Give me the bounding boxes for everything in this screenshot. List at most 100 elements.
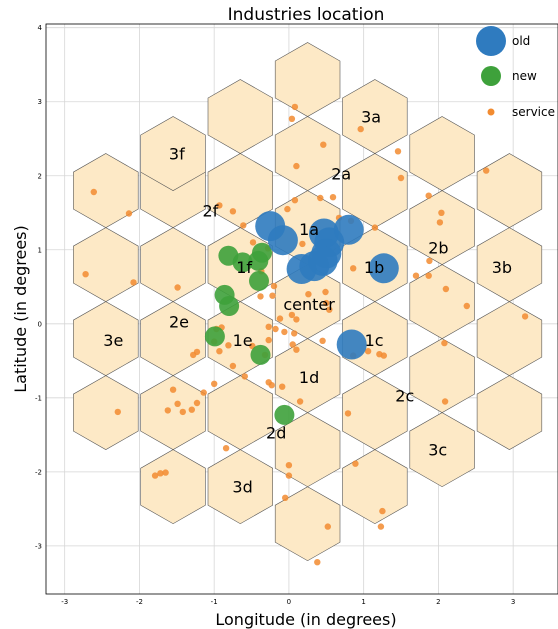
service-point	[125, 210, 133, 217]
y-tick-label: 0	[38, 320, 42, 328]
hexagon-grid	[73, 42, 543, 562]
new-points	[204, 242, 295, 425]
hexagon-region	[207, 79, 274, 154]
region-label: 1d	[299, 368, 319, 387]
plot-frame	[45, 23, 558, 595]
service-point	[240, 222, 247, 229]
service-point	[438, 209, 445, 216]
service-point	[257, 293, 264, 300]
hexagon-region	[476, 301, 543, 376]
y-tick-label: 2	[38, 172, 42, 180]
hexagon-region	[409, 116, 475, 191]
service-point	[296, 398, 304, 405]
chart-title: Industries location	[228, 5, 385, 25]
region-label: 1b	[364, 258, 384, 277]
service-point	[130, 279, 137, 286]
hexagon-region	[342, 449, 408, 525]
x-tick-label: 1	[361, 598, 365, 606]
service-point	[412, 272, 420, 279]
y-axis-label: Latitude (in degrees)	[11, 225, 30, 393]
service-point	[229, 362, 237, 370]
service-point	[293, 162, 300, 170]
y-tick-label: -2	[35, 468, 42, 476]
service-point	[299, 240, 306, 248]
service-point	[265, 323, 272, 330]
service-point	[322, 288, 329, 296]
hexagon-region	[73, 153, 139, 228]
x-tick-label: -3	[61, 598, 68, 606]
service-point	[284, 205, 291, 213]
service-point	[82, 271, 89, 278]
service-point	[265, 336, 272, 344]
axis-ticks: -3 -2 -1 0 1 2 3 -3 -2 -1 0 1 2 3 4	[35, 24, 515, 606]
new-point	[248, 250, 269, 271]
service-point	[371, 224, 379, 231]
old-point	[267, 225, 298, 256]
service-point	[114, 408, 122, 416]
service-point	[222, 445, 230, 452]
service-point	[344, 410, 352, 417]
service-point	[291, 103, 299, 111]
hexagon-region	[73, 375, 139, 450]
y-tick-label: 3	[38, 98, 42, 106]
service-point	[380, 352, 387, 359]
region-label: 2f	[202, 202, 218, 221]
hexagon-region	[140, 116, 206, 191]
region-label: 3c	[428, 441, 447, 460]
service-point	[157, 470, 164, 477]
y-tick-label: -1	[35, 394, 42, 402]
region-label: 3b	[492, 258, 512, 277]
service-point	[463, 302, 470, 310]
service-point	[425, 272, 432, 279]
service-point	[323, 299, 330, 307]
hexagon-region	[409, 264, 475, 339]
service-point	[293, 346, 300, 353]
service-point	[320, 141, 327, 148]
service-point	[193, 399, 201, 407]
service-point	[483, 167, 490, 174]
service-point	[285, 472, 293, 479]
service-point	[425, 192, 432, 199]
service-point	[169, 386, 177, 393]
service-point	[326, 306, 333, 313]
service-point	[174, 400, 181, 407]
legend-marker-new	[481, 66, 501, 86]
hexagon-region	[207, 153, 274, 228]
service-point	[288, 115, 296, 123]
new-point	[250, 344, 271, 365]
hexagon-region	[476, 375, 543, 450]
service-point	[436, 219, 444, 226]
service-point	[379, 507, 386, 515]
region-label: 1a	[299, 220, 319, 239]
service-point	[276, 315, 284, 322]
service-point	[364, 348, 372, 355]
hexagon-region	[73, 227, 139, 302]
service-point	[241, 373, 248, 380]
hexagon-region	[274, 486, 341, 562]
region-labels: 3a 3f 2a 2f 1a 2b 3b 1f 1b center 2e 3e 1e 1c 1d 2c 2d 3c…	[103, 108, 512, 497]
new-point	[274, 404, 295, 425]
hexagon-region	[409, 412, 475, 488]
legend-marker-old	[476, 26, 506, 56]
new-point	[204, 326, 225, 347]
hexagon-region	[207, 375, 274, 450]
new-point	[232, 252, 253, 273]
service-point	[329, 194, 337, 201]
service-point	[229, 208, 237, 215]
service-point	[174, 284, 181, 291]
region-label: 1c	[365, 331, 384, 350]
region-label: 2e	[169, 313, 189, 332]
service-point	[279, 383, 286, 390]
region-label: 1e	[233, 331, 253, 350]
old-points	[255, 211, 399, 360]
service-point	[281, 328, 288, 336]
service-point	[90, 188, 98, 196]
region-label: 2a	[331, 165, 351, 184]
old-point	[286, 254, 317, 284]
legend-label-service: service	[512, 105, 555, 119]
region-label: 3f	[169, 145, 185, 164]
region-label: 3d	[232, 478, 252, 497]
x-axis-label: Longitude (in degrees)	[215, 610, 396, 629]
service-point	[314, 559, 321, 566]
service-point	[200, 389, 207, 396]
